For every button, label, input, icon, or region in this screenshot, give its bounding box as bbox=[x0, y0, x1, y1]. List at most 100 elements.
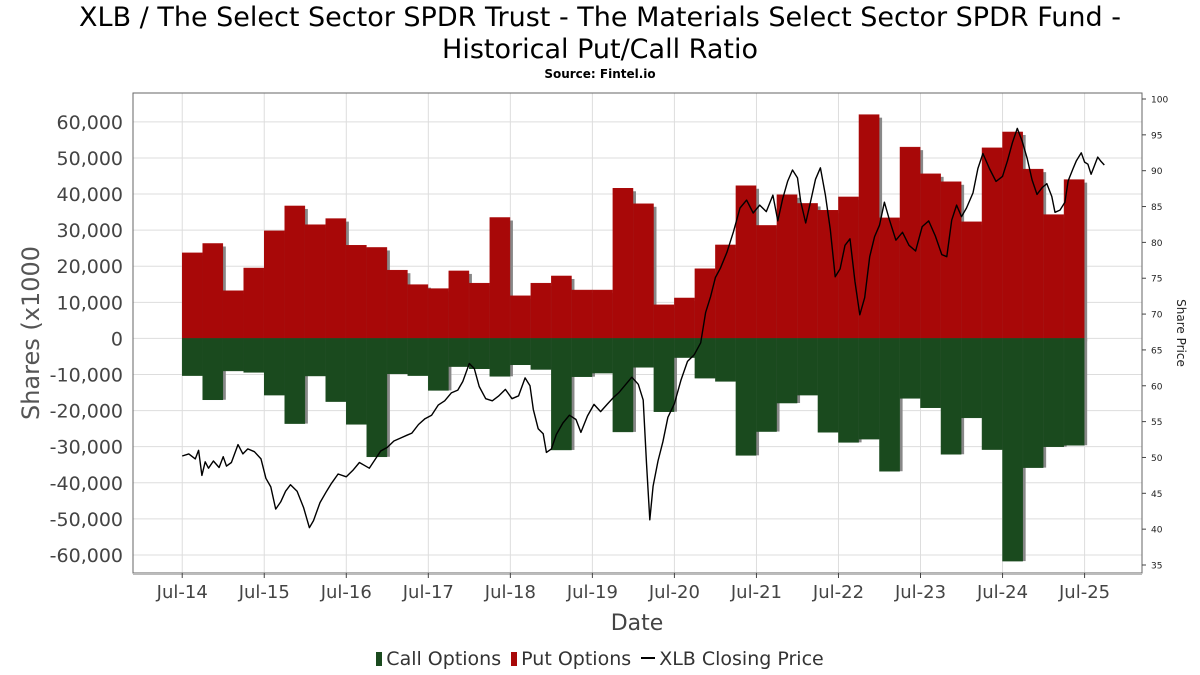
x-tick-label: Jul-15 bbox=[238, 582, 290, 603]
call-bar bbox=[694, 338, 716, 379]
x-tick-label: Jul-22 bbox=[812, 582, 864, 603]
put-bar bbox=[715, 244, 736, 339]
put-bar bbox=[202, 243, 224, 339]
call-bar bbox=[653, 338, 675, 412]
call-bar bbox=[222, 338, 244, 372]
legend-swatch-call bbox=[376, 652, 383, 666]
put-bar bbox=[653, 304, 675, 339]
x-tick-label: Jul-24 bbox=[976, 582, 1028, 603]
call-bar bbox=[346, 338, 367, 425]
x-tick-label: Jul-23 bbox=[894, 582, 946, 603]
call-bar bbox=[1002, 338, 1023, 562]
call-bar bbox=[448, 338, 470, 367]
chart-title-line-2: Historical Put/Call Ratio bbox=[442, 34, 758, 65]
y2-tick-label: 40 bbox=[1151, 526, 1163, 536]
legend-label-call: Call Options bbox=[386, 648, 502, 670]
call-bar bbox=[387, 338, 408, 375]
x-tick-label: Jul-21 bbox=[730, 582, 782, 603]
y-tick-label: 20,000 bbox=[57, 256, 123, 278]
put-bar bbox=[305, 224, 326, 339]
call-bar bbox=[715, 338, 736, 382]
call-bar bbox=[366, 338, 388, 458]
y-tick-label: 30,000 bbox=[57, 220, 123, 242]
put-bar bbox=[325, 218, 347, 339]
put-bar bbox=[940, 181, 962, 339]
y-tick-label: 40,000 bbox=[57, 184, 123, 206]
y2-tick-label: 75 bbox=[1151, 275, 1162, 285]
y-tick-label: -40,000 bbox=[50, 473, 123, 495]
y2-tick-label: 100 bbox=[1151, 96, 1168, 106]
chart-legend: Call Options Put Options XLB Closing Pri… bbox=[0, 648, 1200, 670]
call-bar bbox=[489, 338, 511, 377]
put-bar bbox=[530, 282, 552, 339]
call-bar bbox=[838, 338, 859, 443]
y2-tick-label: 55 bbox=[1151, 418, 1162, 428]
y2-tick-label: 50 bbox=[1151, 454, 1163, 464]
call-bar bbox=[674, 338, 695, 358]
call-bar bbox=[920, 338, 941, 408]
price-line bbox=[181, 127, 1105, 529]
call-bar bbox=[1022, 338, 1044, 468]
y-tick-label: 60,000 bbox=[57, 112, 123, 134]
call-bar bbox=[735, 338, 757, 456]
put-bar bbox=[346, 245, 367, 339]
put-bar bbox=[797, 203, 818, 339]
right-axis-ticks: 100 95 90 85 80 75 70 65 60 55 50 45 40 35 bbox=[1142, 96, 1168, 572]
left-axis-ticks: 60,000 50,000 40,000 30,000 20,000 10,000 0 -10… bbox=[50, 112, 123, 567]
put-bar bbox=[1063, 179, 1085, 339]
legend-label-price: XLB Closing Price bbox=[659, 648, 824, 670]
call-bar bbox=[305, 338, 326, 377]
put-bar bbox=[612, 188, 634, 339]
call-bar bbox=[981, 338, 1003, 450]
y2-tick-label: 90 bbox=[1151, 167, 1163, 177]
x-tick-label: Jul-19 bbox=[566, 582, 618, 603]
put-bar bbox=[1022, 168, 1044, 339]
legend-item-call-options: Call Options bbox=[376, 648, 501, 670]
put-bar bbox=[181, 252, 203, 339]
put-bar bbox=[264, 230, 285, 339]
call-bar bbox=[940, 338, 962, 455]
put-bar bbox=[756, 225, 777, 339]
call-bar bbox=[879, 338, 900, 472]
put-bar bbox=[961, 221, 982, 339]
call-bar bbox=[551, 338, 572, 451]
chart-subtitle: Source: Fintel.io bbox=[544, 67, 656, 81]
y-tick-label: 10,000 bbox=[57, 292, 123, 314]
x-axis-label: Date bbox=[611, 611, 664, 636]
legend-item-closing-price: XLB Closing Price bbox=[641, 648, 824, 670]
y2-tick-label: 70 bbox=[1151, 311, 1163, 321]
x-tick-label: Jul-18 bbox=[484, 582, 536, 603]
y2-axis-label: Share Price bbox=[1174, 299, 1188, 367]
y-tick-label: -60,000 bbox=[50, 545, 123, 567]
put-bar bbox=[551, 275, 572, 339]
call-bar bbox=[1063, 338, 1085, 446]
y-tick-label: 0 bbox=[111, 328, 123, 350]
put-bar bbox=[981, 147, 1003, 339]
y-tick-label: -10,000 bbox=[50, 365, 123, 387]
put-bar bbox=[920, 173, 941, 339]
put-bar bbox=[633, 203, 654, 339]
put-bar bbox=[428, 288, 449, 339]
put-bar bbox=[469, 282, 490, 339]
x-tick-label: Jul-17 bbox=[402, 582, 454, 603]
put-bar bbox=[243, 267, 265, 339]
call-bar bbox=[469, 338, 490, 369]
legend-item-put-options: Put Options bbox=[511, 648, 631, 670]
call-bar bbox=[264, 338, 285, 396]
y-tick-label: 50,000 bbox=[57, 148, 123, 170]
bar-series bbox=[181, 114, 1088, 562]
x-axis-ticks: Jul-14 Jul-15 Jul-16 Jul-17 Jul-18 Jul-19 Jul-… bbox=[156, 573, 1110, 603]
y-axis-label: Shares (x1000 bbox=[17, 246, 45, 420]
y-tick-label: -20,000 bbox=[50, 401, 123, 423]
y2-tick-label: 80 bbox=[1151, 239, 1163, 249]
put-bar bbox=[592, 289, 613, 339]
put-bar bbox=[674, 297, 695, 339]
call-bar bbox=[202, 338, 224, 401]
put-bar bbox=[838, 196, 859, 339]
y2-tick-label: 95 bbox=[1151, 131, 1162, 141]
x-tick-label: Jul-16 bbox=[320, 582, 372, 603]
put-bar bbox=[879, 217, 900, 339]
y2-tick-label: 35 bbox=[1151, 562, 1162, 572]
call-bar bbox=[428, 338, 449, 391]
call-bar bbox=[571, 338, 593, 377]
